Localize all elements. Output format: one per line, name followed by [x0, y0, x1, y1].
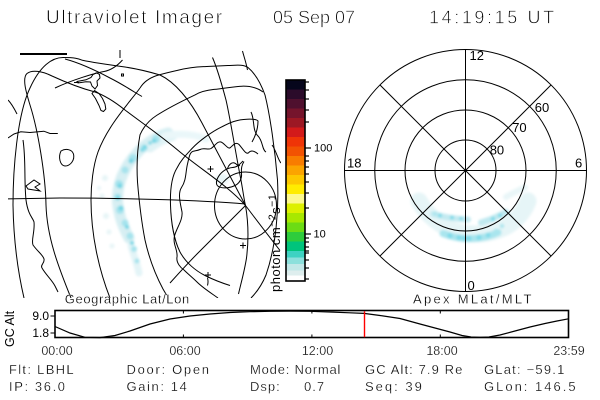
- svg-text:GC Alt: GC Alt: [3, 310, 17, 347]
- svg-text:12: 12: [470, 48, 484, 63]
- svg-text:Ultraviolet Imager: Ultraviolet Imager: [46, 8, 224, 29]
- svg-text:10: 10: [314, 229, 326, 241]
- svg-text:photon cm−2s−1: photon cm−2s−1: [267, 194, 284, 292]
- svg-text:GLat: −59.1: GLat: −59.1: [484, 362, 566, 377]
- svg-text:18:00: 18:00: [426, 344, 457, 358]
- svg-text:Gain: 14: Gain: 14: [127, 379, 189, 394]
- svg-text:9.0: 9.0: [32, 309, 49, 323]
- svg-text:14:19:15 UT: 14:19:15 UT: [429, 8, 557, 28]
- svg-text:Flt: LBHL: Flt: LBHL: [9, 362, 75, 377]
- svg-text:12:00: 12:00: [302, 344, 333, 358]
- svg-text:Apex MLat/MLT: Apex MLat/MLT: [413, 292, 534, 307]
- svg-text:Seq: 39: Seq: 39: [365, 379, 424, 394]
- svg-text:0: 0: [468, 278, 475, 293]
- svg-text:Mode: Normal: Mode: Normal: [250, 362, 341, 377]
- svg-text:100: 100: [314, 143, 332, 155]
- svg-text:GC Alt: 7.9 Re: GC Alt: 7.9 Re: [365, 362, 464, 377]
- svg-text:05 Sep 07: 05 Sep 07: [273, 8, 355, 28]
- svg-text:6: 6: [575, 156, 582, 171]
- svg-text:06:00: 06:00: [169, 344, 200, 358]
- svg-text:0.7: 0.7: [304, 379, 325, 394]
- svg-text:70: 70: [512, 120, 526, 135]
- svg-text:IP: 36.0: IP: 36.0: [9, 379, 67, 394]
- svg-text:80: 80: [490, 143, 504, 158]
- svg-text:23:59: 23:59: [553, 344, 584, 358]
- svg-text:Door: Open: Door: Open: [127, 362, 211, 377]
- svg-text:18: 18: [347, 156, 361, 171]
- svg-text:1.8: 1.8: [32, 326, 49, 340]
- svg-text:Geographic Lat/Lon: Geographic Lat/Lon: [65, 292, 190, 307]
- svg-text:GLon: 146.5: GLon: 146.5: [484, 379, 578, 394]
- svg-text:Dsp:: Dsp:: [250, 379, 281, 394]
- svg-text:00:00: 00:00: [41, 344, 72, 358]
- svg-text:60: 60: [535, 100, 549, 115]
